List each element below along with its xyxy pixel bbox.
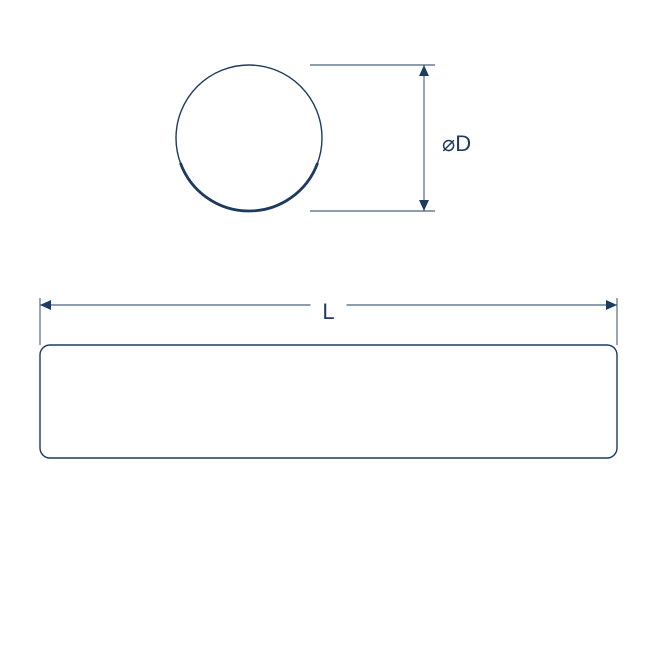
length-label: L xyxy=(322,299,334,324)
dimensional-drawing: ⌀D L xyxy=(0,0,670,670)
diameter-label: ⌀D xyxy=(442,131,471,156)
